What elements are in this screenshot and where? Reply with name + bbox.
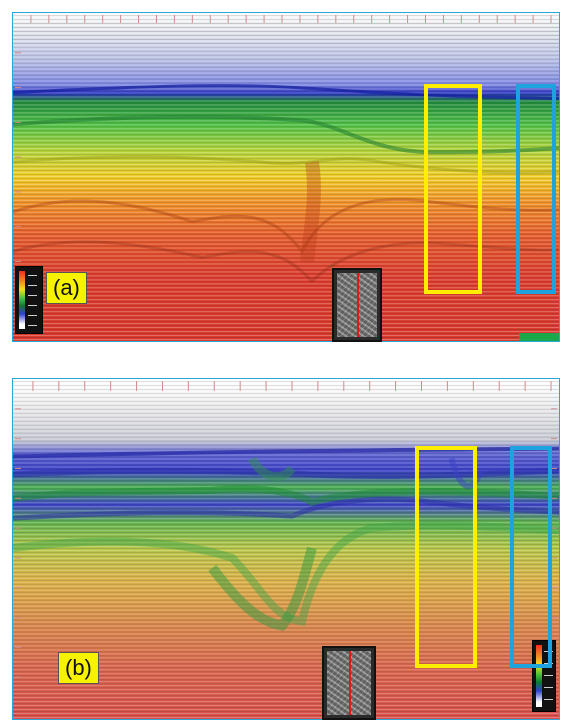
highlight-box-blue-a — [516, 84, 556, 294]
well-location-inset-b — [322, 646, 376, 720]
panel-label-a: (a) — [46, 272, 87, 304]
color-scale-bar-a — [15, 266, 43, 334]
seismic-section-a — [13, 13, 559, 341]
seismic-section-b — [13, 379, 559, 719]
seismic-panel-a — [12, 12, 560, 342]
well-marker-line-a — [357, 273, 359, 337]
color-scale-bar-b — [532, 640, 556, 712]
highlight-box-blue-b — [510, 446, 552, 668]
highlight-box-yellow-b — [415, 446, 477, 668]
panel-label-b: (b) — [58, 652, 99, 684]
well-location-inset-a — [332, 268, 382, 342]
well-marker-line-b — [349, 651, 351, 715]
seismic-panel-b — [12, 378, 560, 720]
highlight-box-yellow-a — [424, 84, 482, 294]
